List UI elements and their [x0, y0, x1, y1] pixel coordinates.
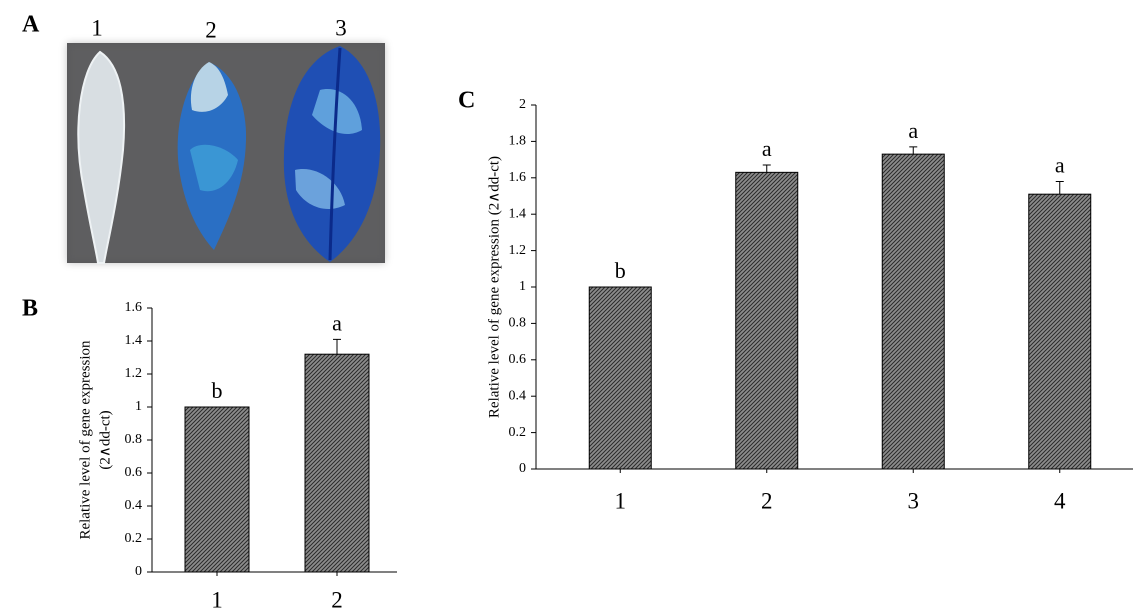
y-tick-label: 0.8 — [509, 316, 527, 331]
y-tick-label: 1.4 — [509, 206, 527, 221]
y-tick-label: 1.2 — [125, 366, 143, 381]
y-tick-label: 2 — [519, 97, 526, 112]
significance-letter: b — [212, 378, 223, 403]
y-tick-label: 0.6 — [125, 465, 143, 480]
x-tick-label: 4 — [1054, 488, 1066, 513]
significance-letter: a — [1055, 152, 1065, 177]
y-tick-label: 0 — [135, 564, 142, 579]
panel-label: A — [22, 12, 40, 38]
y-axis-label: Relative level of gene expression — [77, 340, 93, 540]
y-tick-label: 0.6 — [509, 352, 527, 367]
x-tick-label: 1 — [211, 587, 223, 612]
y-tick-label: 0.8 — [125, 432, 143, 447]
y-tick-label: 0.4 — [125, 498, 143, 513]
y-axis-label: Relative level of gene expression (2∧dd-… — [486, 156, 502, 418]
x-tick-label: 2 — [761, 488, 773, 513]
panel-label: C — [458, 88, 475, 114]
x-tick-label: 1 — [615, 488, 627, 513]
y-tick-label: 0.4 — [509, 388, 527, 403]
y-tick-label: 1 — [135, 399, 142, 414]
error-bar — [762, 164, 771, 173]
y-tick-label: 1 — [519, 279, 526, 294]
leaf-photo — [67, 43, 385, 264]
y-tick-label: 1.4 — [125, 333, 143, 348]
bar — [304, 353, 370, 573]
bar — [881, 153, 945, 470]
significance-letter: b — [615, 258, 626, 283]
y-tick-label: 1.8 — [509, 134, 527, 149]
bar — [588, 286, 652, 470]
panel-label: B — [22, 296, 38, 322]
leaf-label: 1 — [91, 15, 103, 40]
x-tick-label: 2 — [331, 587, 343, 612]
y-tick-label: 0 — [519, 461, 526, 476]
bar — [1028, 193, 1092, 470]
bar — [735, 171, 799, 470]
significance-letter: a — [332, 310, 342, 335]
y-tick-label: 1.6 — [125, 300, 143, 315]
y-tick-label: 0.2 — [125, 531, 143, 546]
error-bar — [1055, 180, 1064, 195]
significance-letter: a — [908, 118, 918, 143]
significance-letter: a — [762, 136, 772, 161]
leaf-label: 2 — [205, 17, 217, 42]
error-bar — [333, 338, 341, 355]
error-bar — [909, 146, 918, 155]
y-tick-label: 1.2 — [509, 243, 527, 258]
y-tick-label: 1.6 — [509, 170, 527, 185]
y-tick-label: 0.2 — [509, 425, 527, 440]
y-axis-label: (2∧dd-ct) — [97, 410, 113, 469]
leaf-label: 3 — [335, 15, 347, 40]
x-tick-label: 3 — [908, 488, 920, 513]
bar — [184, 406, 250, 573]
